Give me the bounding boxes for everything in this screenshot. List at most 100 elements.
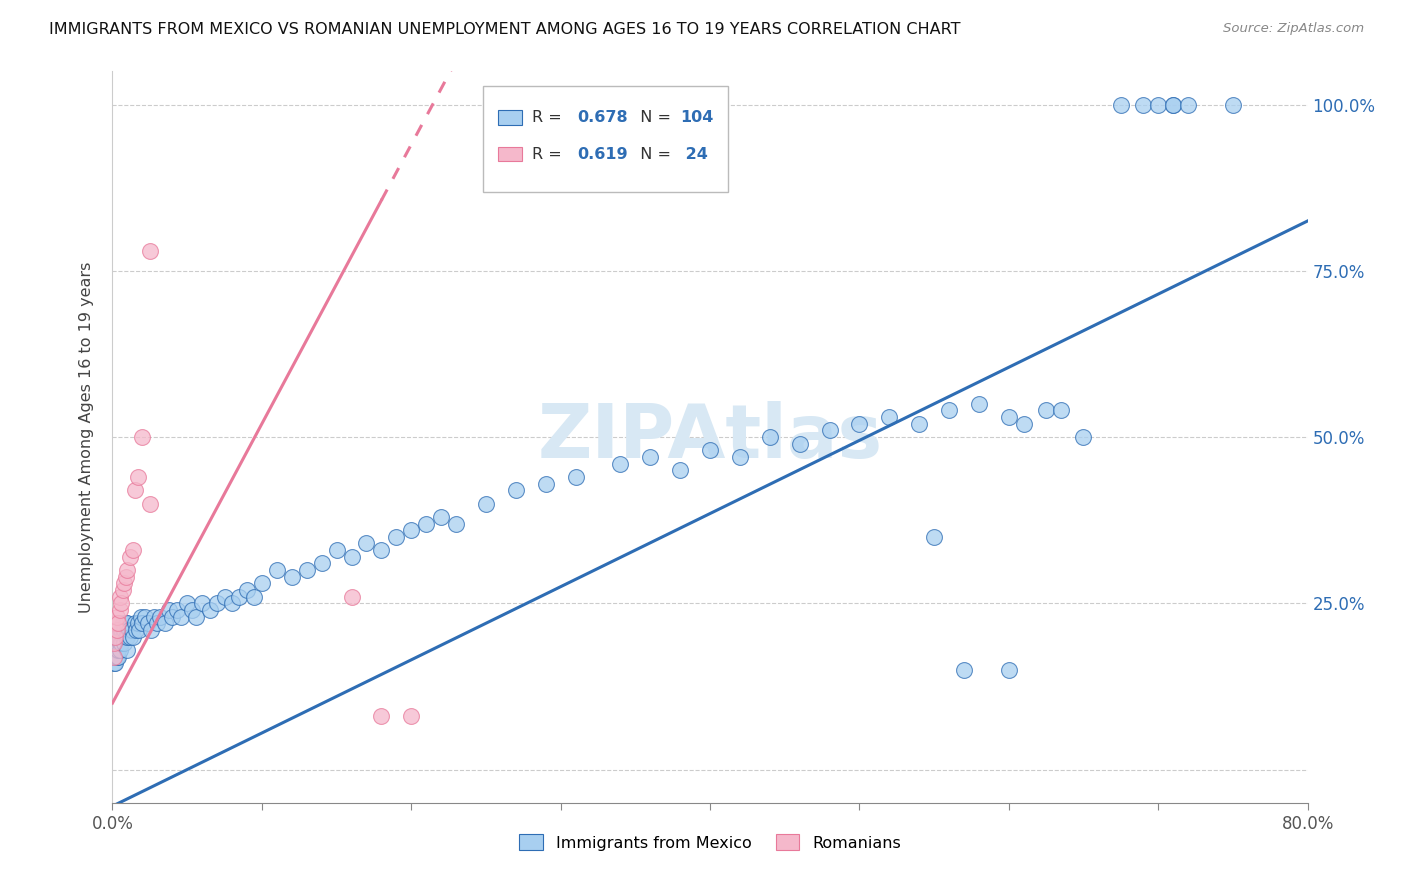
Point — [640, 450, 662, 464]
Point — [205, 596, 228, 610]
Text: R =: R = — [531, 110, 567, 125]
Point — [198, 603, 221, 617]
Point — [104, 643, 127, 657]
Point — [1035, 403, 1057, 417]
Point — [105, 649, 128, 664]
Point — [250, 576, 273, 591]
Point — [149, 609, 172, 624]
Point — [107, 630, 129, 644]
Point — [1161, 97, 1184, 112]
Text: Source: ZipAtlas.com: Source: ZipAtlas.com — [1223, 22, 1364, 36]
Point — [401, 709, 423, 723]
Point — [120, 630, 142, 644]
Point — [191, 596, 214, 610]
Point — [114, 576, 135, 591]
Point — [609, 457, 631, 471]
Point — [221, 596, 243, 610]
Point — [236, 582, 259, 597]
Point — [162, 609, 183, 624]
Point — [953, 663, 976, 677]
Point — [699, 443, 721, 458]
Point — [108, 630, 131, 644]
Point — [125, 623, 148, 637]
Point — [115, 630, 138, 644]
Point — [401, 523, 423, 537]
Point — [103, 643, 125, 657]
Point — [1012, 417, 1035, 431]
Point — [176, 596, 198, 610]
Text: 0.678: 0.678 — [578, 110, 628, 125]
Point — [759, 430, 782, 444]
Point — [356, 536, 378, 550]
Point — [128, 623, 150, 637]
Point — [108, 603, 131, 617]
Text: IMMIGRANTS FROM MEXICO VS ROMANIAN UNEMPLOYMENT AMONG AGES 16 TO 19 YEARS CORREL: IMMIGRANTS FROM MEXICO VS ROMANIAN UNEMP… — [49, 22, 960, 37]
Point — [1109, 97, 1132, 112]
Point — [998, 410, 1021, 425]
Text: 0.619: 0.619 — [578, 146, 628, 161]
Point — [105, 630, 128, 644]
Y-axis label: Unemployment Among Ages 16 to 19 years: Unemployment Among Ages 16 to 19 years — [79, 261, 94, 613]
Point — [118, 623, 141, 637]
Point — [1161, 97, 1184, 112]
Point — [325, 543, 347, 558]
FancyBboxPatch shape — [484, 86, 728, 192]
Point — [228, 590, 250, 604]
Point — [1177, 97, 1199, 112]
Point — [922, 530, 945, 544]
Point — [111, 616, 134, 631]
Point — [114, 636, 135, 650]
Point — [104, 656, 127, 670]
Point — [104, 616, 127, 631]
Point — [105, 623, 128, 637]
Point — [115, 616, 138, 631]
Point — [129, 609, 152, 624]
Point — [103, 656, 125, 670]
Point — [166, 603, 188, 617]
Point — [998, 663, 1021, 677]
Legend: Immigrants from Mexico, Romanians: Immigrants from Mexico, Romanians — [513, 828, 907, 857]
Point — [1132, 97, 1154, 112]
Point — [789, 436, 811, 450]
Point — [214, 590, 236, 604]
Point — [266, 563, 288, 577]
Point — [117, 643, 139, 657]
Point — [110, 596, 132, 610]
Point — [105, 643, 128, 657]
Point — [104, 630, 127, 644]
Point — [131, 430, 153, 444]
Point — [669, 463, 692, 477]
Point — [385, 530, 408, 544]
Point — [728, 450, 751, 464]
Point — [111, 630, 134, 644]
Point — [107, 643, 129, 657]
Point — [117, 563, 139, 577]
Point — [370, 543, 392, 558]
Point — [110, 636, 132, 650]
Point — [311, 557, 333, 571]
Point — [370, 709, 392, 723]
Point — [281, 570, 304, 584]
Point — [103, 649, 125, 664]
Point — [143, 609, 166, 624]
Point — [967, 397, 990, 411]
Point — [818, 424, 841, 438]
Point — [114, 623, 135, 637]
Point — [108, 636, 131, 650]
Point — [295, 563, 318, 577]
Point — [908, 417, 931, 431]
Bar — [499, 146, 523, 161]
Point — [122, 630, 145, 644]
Text: N =: N = — [630, 146, 676, 161]
Point — [848, 417, 870, 431]
Bar — [499, 110, 523, 125]
Point — [127, 616, 149, 631]
Point — [104, 636, 127, 650]
Text: 24: 24 — [681, 146, 709, 161]
Point — [170, 609, 193, 624]
Point — [415, 516, 437, 531]
Point — [141, 623, 163, 637]
Point — [134, 609, 156, 624]
Point — [124, 483, 146, 498]
Point — [117, 616, 139, 631]
